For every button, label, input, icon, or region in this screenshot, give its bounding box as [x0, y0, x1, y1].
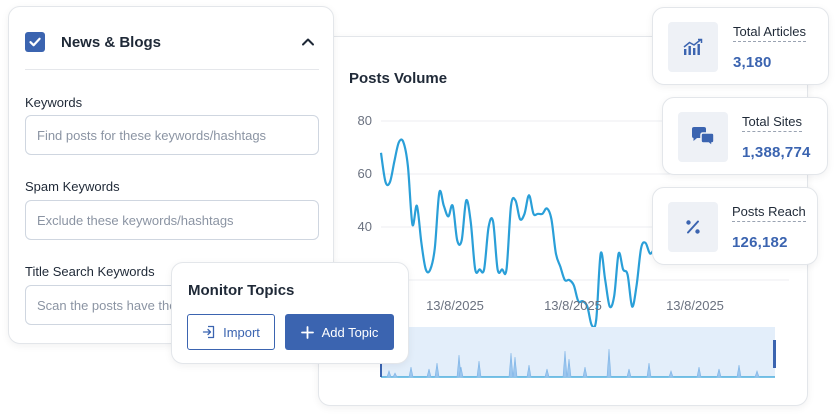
- chart-title: Posts Volume: [349, 70, 448, 87]
- navigator-right-handle[interactable]: [773, 340, 776, 368]
- navigator-spike: [736, 364, 742, 378]
- news-blogs-checkbox[interactable]: [25, 32, 45, 52]
- spam-keywords-input[interactable]: [25, 200, 319, 240]
- navigator-spike: [754, 370, 760, 378]
- percent-icon: [668, 202, 718, 252]
- navigator-spike: [544, 368, 550, 378]
- chart-trend-icon: [668, 22, 718, 72]
- import-icon: [202, 325, 215, 339]
- navigator-spike: [582, 366, 588, 378]
- navigator-spike: [386, 370, 392, 378]
- divider: [25, 69, 319, 70]
- navigator-spike: [434, 362, 440, 378]
- title-search-keywords-label: Title Search Keywords: [25, 264, 155, 279]
- navigator-spike: [512, 356, 518, 378]
- navigator-spike: [566, 358, 572, 378]
- monitor-topics-card: Monitor Topics Import Add Topic: [171, 262, 409, 364]
- monitor-topics-title: Monitor Topics: [188, 282, 295, 299]
- posts-reach-label: Posts Reach: [732, 204, 806, 222]
- navigator-spike: [408, 366, 414, 378]
- import-label: Import: [223, 324, 260, 340]
- total-articles-card: Total Articles 3,180: [652, 7, 829, 85]
- navigator-spike: [508, 352, 514, 378]
- y-tick-label: 40: [358, 219, 372, 234]
- total-sites-card: Total Sites 1,388,774: [662, 97, 828, 175]
- range-navigator[interactable]: [381, 327, 775, 377]
- posts-reach-value: 126,182: [732, 234, 788, 251]
- navigator-spike: [716, 368, 722, 378]
- add-topic-label: Add Topic: [321, 324, 379, 340]
- checkmark-icon: [29, 37, 41, 47]
- navigator-spike: [562, 350, 568, 378]
- navigator-spike: [392, 372, 398, 378]
- x-tick-label: 13/8/2025: [544, 298, 602, 313]
- y-tick-label: 80: [358, 113, 372, 128]
- navigator-spike: [626, 368, 632, 378]
- navigator-spike: [526, 364, 532, 378]
- posts-reach-card: Posts Reach 126,182: [652, 187, 818, 265]
- keywords-input[interactable]: [25, 115, 319, 155]
- y-tick-label: 60: [358, 166, 372, 181]
- navigator-spike: [668, 370, 674, 378]
- navigator-spike: [606, 348, 612, 378]
- keywords-label: Keywords: [25, 95, 83, 110]
- navigator-spike: [646, 362, 652, 378]
- news-blogs-title: News & Blogs: [61, 33, 162, 51]
- navigator-spike: [476, 360, 482, 378]
- navigator-spike: [696, 366, 702, 378]
- navigator-spike: [458, 366, 464, 378]
- total-sites-label: Total Sites: [742, 114, 802, 132]
- total-articles-value: 3,180: [733, 54, 772, 71]
- posts-volume-line: [379, 138, 660, 329]
- news-blogs-header: News & Blogs: [25, 27, 319, 57]
- total-articles-label: Total Articles: [733, 24, 806, 42]
- plus-icon: [300, 325, 314, 339]
- x-tick-label: 13/8/2025: [426, 298, 484, 313]
- x-tick-label: 13/8/2025: [666, 298, 724, 313]
- total-sites-value: 1,388,774: [742, 144, 811, 161]
- navigator-spike: [426, 368, 432, 378]
- import-button[interactable]: Import: [187, 314, 275, 350]
- chevron-up-icon[interactable]: [297, 31, 319, 53]
- chat-bubbles-icon: [678, 112, 728, 162]
- spam-keywords-label: Spam Keywords: [25, 179, 120, 194]
- add-topic-button[interactable]: Add Topic: [285, 314, 394, 350]
